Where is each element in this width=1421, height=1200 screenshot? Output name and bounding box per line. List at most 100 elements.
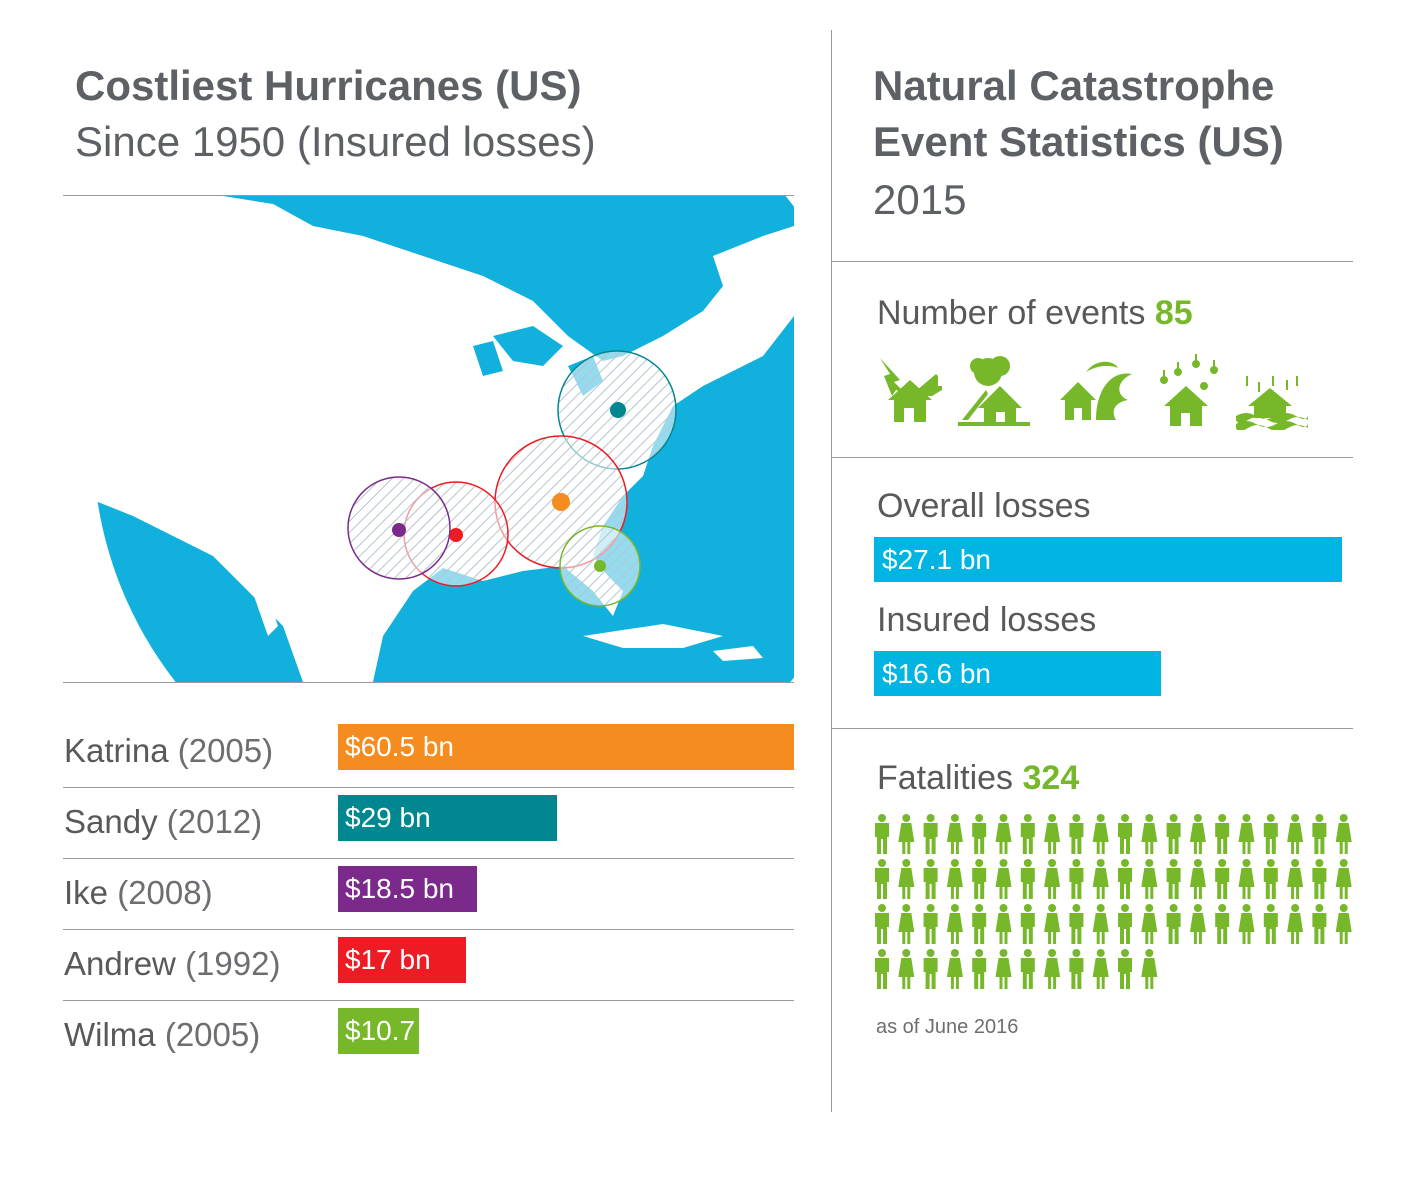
person-icon — [1263, 814, 1278, 854]
hurricane-label: Wilma (2005) — [64, 1016, 260, 1054]
person-icon — [1215, 859, 1230, 899]
hurricane-bar-value: $17 bn — [345, 944, 431, 975]
person-icon — [898, 814, 915, 854]
person-icon — [1020, 904, 1035, 944]
hurricane-name: Andrew — [64, 945, 186, 982]
hurricane-name: Ike — [64, 874, 118, 911]
hail-house-icon — [1160, 354, 1218, 426]
fatalities-stat: Fatalities 324 — [877, 759, 1079, 798]
person-icon — [1189, 814, 1206, 854]
person-icon — [1069, 949, 1084, 989]
hurricane-bar-value: $60.5 bn — [345, 731, 454, 762]
overall-losses-label: Overall losses — [877, 487, 1091, 525]
person-icon — [1312, 814, 1327, 854]
person-icon — [946, 859, 963, 899]
person-icon — [898, 859, 915, 899]
right-title-line2: Event Statistics (US) — [873, 118, 1284, 165]
fatalities-value: 324 — [1022, 759, 1080, 797]
row-divider — [63, 929, 794, 930]
person-icon — [946, 814, 963, 854]
right-year: 2015 — [873, 176, 967, 223]
hurricane-name: Sandy — [64, 803, 167, 840]
person-icon — [1263, 859, 1278, 899]
person-icon — [1335, 904, 1352, 944]
person-icon — [1092, 904, 1109, 944]
person-icon — [875, 949, 889, 989]
person-icon — [1215, 814, 1230, 854]
left-subtitle: Since 1950 (Insured losses) — [75, 118, 596, 165]
person-icon — [995, 859, 1012, 899]
lightning-house-icon — [880, 358, 942, 422]
insured-losses-value: $16.6 bn — [882, 658, 991, 689]
person-icon — [946, 904, 963, 944]
person-icon — [1238, 814, 1255, 854]
person-icon — [1238, 859, 1255, 899]
person-icon — [1092, 859, 1109, 899]
hurricane-year: (1992) — [185, 945, 281, 982]
person-icon — [1020, 949, 1035, 989]
hurricane-wilma — [559, 525, 641, 607]
events-value: 85 — [1154, 294, 1193, 332]
person-icon — [875, 904, 889, 944]
person-icon — [923, 949, 938, 989]
person-icon — [1238, 904, 1255, 944]
divider — [63, 195, 794, 196]
person-icon — [1312, 904, 1327, 944]
person-icon — [923, 859, 938, 899]
row-divider — [63, 787, 794, 788]
hurricane-bar-value: $29 bn — [345, 802, 431, 833]
person-icon — [1020, 859, 1035, 899]
hurricane-year: (2005) — [164, 1016, 261, 1053]
person-icon — [995, 814, 1012, 854]
events-stat: Number of events 85 — [877, 294, 1193, 333]
hurricane-bar: $29 bn — [338, 795, 557, 841]
row-divider — [63, 858, 794, 859]
person-icon — [1287, 814, 1304, 854]
hurricane-bar: $60.5 bn — [338, 724, 794, 770]
person-icon — [1166, 859, 1181, 899]
hurricane-bar-value: $18.5 bn — [345, 873, 454, 904]
divider — [832, 261, 1353, 262]
divider — [63, 682, 794, 683]
person-icon — [972, 949, 987, 989]
hurricane-label: Sandy (2012) — [64, 803, 262, 841]
baja-peninsula — [233, 536, 278, 636]
overall-losses-bar: $27.1 bn — [874, 537, 1342, 582]
hurricane-bar: $10.7 bn — [338, 1008, 454, 1054]
column-divider — [831, 30, 832, 1112]
hurricane-ike — [347, 476, 451, 580]
caribbean-islands — [583, 624, 763, 661]
person-icon — [972, 904, 987, 944]
person-icon — [1335, 814, 1352, 854]
hurricane-year: (2008) — [117, 874, 213, 911]
person-icon — [1092, 949, 1109, 989]
hurricane-label: Ike (2008) — [64, 874, 213, 912]
insured-losses-bar: $16.6 bn — [874, 651, 1161, 696]
person-icon — [1287, 904, 1304, 944]
flood-house-icon — [1236, 376, 1308, 430]
hurricane-label: Katrina (2005) — [64, 732, 273, 770]
person-icon — [972, 859, 987, 899]
divider — [832, 457, 1353, 458]
person-icon — [1312, 859, 1327, 899]
fatalities-label: Fatalities — [877, 759, 1014, 797]
person-icon — [1189, 904, 1206, 944]
person-icon — [1069, 814, 1084, 854]
person-icon — [1215, 904, 1230, 944]
insured-losses-label: Insured losses — [877, 601, 1097, 639]
person-icon — [1141, 814, 1158, 854]
left-title: Costliest Hurricanes (US) — [75, 62, 582, 109]
person-icon — [1020, 814, 1035, 854]
person-icon — [1118, 904, 1132, 944]
person-icon — [1166, 814, 1181, 854]
storm-surge-house-icon — [1060, 361, 1132, 420]
person-icon — [946, 949, 963, 989]
person-icon — [1118, 859, 1132, 899]
row-divider — [63, 1000, 794, 1001]
right-title-line1: Natural Catastrophe — [873, 62, 1275, 109]
person-icon — [1166, 904, 1181, 944]
person-icon — [923, 904, 938, 944]
person-icon — [1118, 814, 1132, 854]
person-icon — [1189, 859, 1206, 899]
hurricane-year: (2005) — [177, 732, 274, 769]
